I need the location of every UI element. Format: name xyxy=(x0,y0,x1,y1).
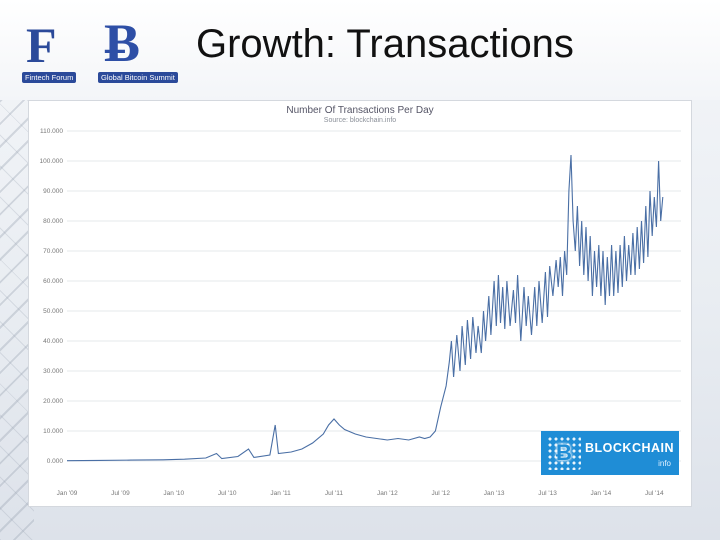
chart-grid xyxy=(67,130,681,462)
x-tick-label: Jul '11 xyxy=(325,490,343,497)
x-tick-label: Jan '12 xyxy=(377,490,398,497)
x-tick-label: Jul '14 xyxy=(645,490,664,497)
watermark-name: BLOCKCHAIN xyxy=(585,441,675,455)
x-axis-ticks: Jan '09 Jul '09 Jan '10 Jul '10 Jan '11 Jul '… xyxy=(57,490,664,497)
bitcoin-logo-mark: Ƀ xyxy=(104,13,141,73)
y-axis-ticks: 0.000 10.000 20.000 30.000 40.000 50.000 60.00… xyxy=(40,128,64,465)
y-tick-label: 50.000 xyxy=(43,308,63,315)
x-tick-label: Jul '09 xyxy=(111,490,130,497)
y-tick-label: 60.000 xyxy=(43,278,63,285)
chart-title: Number Of Transactions Per Day xyxy=(286,105,434,116)
y-tick-label: 90.000 xyxy=(43,188,63,195)
series-line-transactions xyxy=(66,154,664,462)
page-title: Growth: Transactions xyxy=(196,22,574,66)
fintech-logo-caption: Fintech Forum xyxy=(22,72,77,83)
x-tick-label: Jul '10 xyxy=(218,490,237,497)
y-tick-label: 80.000 xyxy=(43,218,63,225)
bitcoin-logo-caption: Global Bitcoin Summit xyxy=(98,72,178,83)
x-tick-label: Jan '11 xyxy=(270,490,291,497)
x-tick-label: Jul '13 xyxy=(538,490,557,497)
y-tick-label: 20.000 xyxy=(43,398,63,405)
bitcoin-glyph-icon: Ƀ xyxy=(556,440,572,465)
x-tick-label: Jan '13 xyxy=(484,490,505,497)
y-tick-label: 0.000 xyxy=(47,458,64,465)
x-tick-label: Jan '14 xyxy=(591,490,612,497)
y-tick-label: 110.000 xyxy=(40,128,63,135)
y-tick-label: 100.000 xyxy=(40,158,64,165)
x-tick-label: Jan '10 xyxy=(163,490,184,497)
bitcoin-cube-icon xyxy=(547,436,581,470)
y-tick-label: 40.000 xyxy=(43,338,63,345)
watermark-sub: info xyxy=(658,459,671,468)
chart-subtitle: Source: blockchain.info xyxy=(323,117,397,124)
slide-header: F Ƀ Fintech Forum Global Bitcoin Summit … xyxy=(0,0,720,100)
x-tick-label: Jan '09 xyxy=(57,490,78,497)
y-tick-label: 30.000 xyxy=(43,368,63,375)
blockchain-watermark: Ƀ BLOCKCHAIN info xyxy=(541,431,679,475)
fintech-logo-mark: F xyxy=(26,17,57,73)
transactions-chart: 0.000 10.000 20.000 30.000 40.000 50.000 60.00… xyxy=(40,128,681,497)
y-tick-label: 70.000 xyxy=(43,248,63,255)
x-tick-label: Jul '12 xyxy=(431,490,450,497)
y-tick-label: 10.000 xyxy=(43,428,63,435)
chart-panel: 0.000 10.000 20.000 30.000 40.000 50.000 60.00… xyxy=(28,100,692,507)
event-logos: F Ƀ Fintech Forum Global Bitcoin Summit xyxy=(18,13,188,86)
